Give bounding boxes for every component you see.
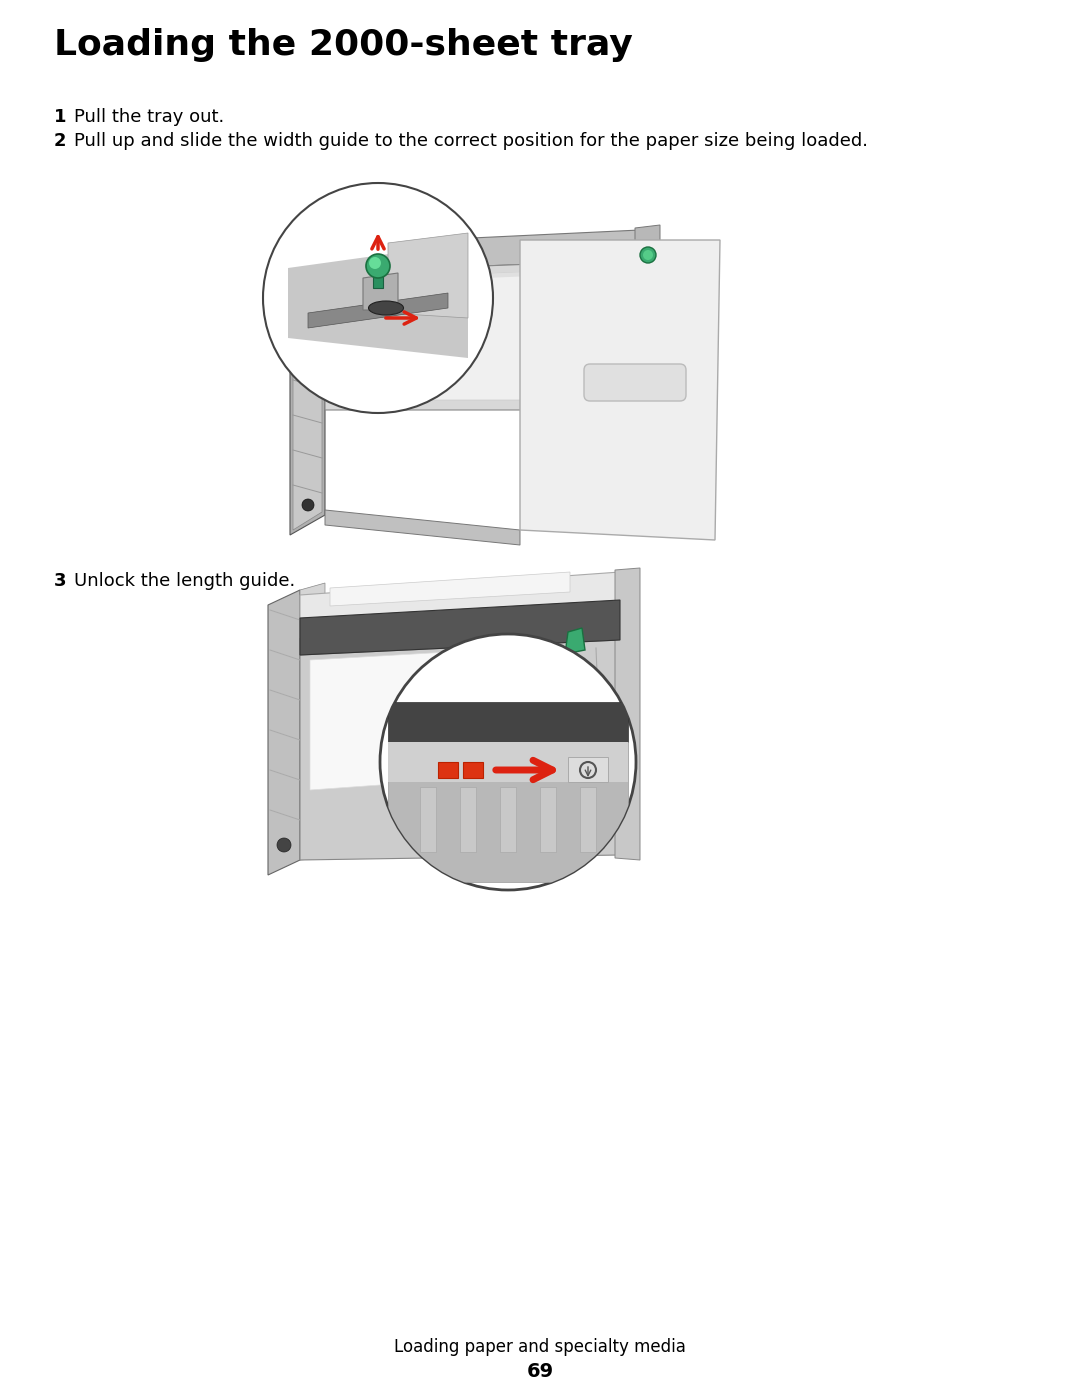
Circle shape — [640, 247, 656, 263]
Polygon shape — [580, 787, 596, 852]
Polygon shape — [568, 757, 608, 782]
Polygon shape — [363, 272, 399, 310]
Circle shape — [380, 634, 636, 890]
Polygon shape — [325, 510, 519, 545]
Polygon shape — [268, 590, 300, 875]
Polygon shape — [635, 225, 660, 415]
Polygon shape — [291, 244, 325, 535]
Text: 69: 69 — [526, 1362, 554, 1382]
Polygon shape — [300, 571, 620, 638]
Polygon shape — [500, 787, 516, 852]
Circle shape — [369, 257, 381, 270]
Text: Loading paper and specialty media: Loading paper and specialty media — [394, 1338, 686, 1356]
Text: 2: 2 — [54, 131, 67, 149]
Polygon shape — [438, 761, 458, 778]
Text: Loading the 2000-sheet tray: Loading the 2000-sheet tray — [54, 28, 633, 61]
Text: 3: 3 — [54, 571, 67, 590]
Circle shape — [276, 838, 291, 852]
Polygon shape — [388, 703, 627, 742]
Polygon shape — [308, 293, 448, 328]
Polygon shape — [420, 787, 436, 852]
Polygon shape — [300, 640, 620, 861]
Polygon shape — [330, 571, 570, 606]
Polygon shape — [340, 268, 625, 284]
Polygon shape — [325, 231, 640, 272]
Circle shape — [366, 254, 390, 278]
Polygon shape — [310, 645, 570, 789]
Circle shape — [643, 250, 653, 260]
Polygon shape — [340, 268, 620, 400]
Text: 1: 1 — [54, 108, 67, 126]
Polygon shape — [540, 787, 556, 852]
Polygon shape — [463, 761, 483, 778]
FancyBboxPatch shape — [584, 365, 686, 401]
Polygon shape — [460, 787, 476, 852]
Polygon shape — [300, 583, 325, 861]
Polygon shape — [288, 243, 468, 358]
Text: Pull up and slide the width guide to the correct position for the paper size bei: Pull up and slide the width guide to the… — [75, 131, 868, 149]
Circle shape — [264, 183, 492, 414]
Circle shape — [302, 499, 314, 511]
Polygon shape — [293, 251, 322, 529]
Text: Unlock the length guide.: Unlock the length guide. — [75, 571, 295, 590]
Ellipse shape — [368, 300, 404, 314]
Polygon shape — [388, 233, 468, 319]
Polygon shape — [565, 629, 585, 654]
Polygon shape — [615, 569, 640, 861]
Polygon shape — [388, 742, 627, 782]
Polygon shape — [388, 742, 627, 882]
Polygon shape — [373, 272, 383, 288]
Polygon shape — [325, 260, 640, 409]
Text: Pull the tray out.: Pull the tray out. — [75, 108, 225, 126]
Polygon shape — [519, 240, 720, 541]
Polygon shape — [300, 599, 620, 655]
